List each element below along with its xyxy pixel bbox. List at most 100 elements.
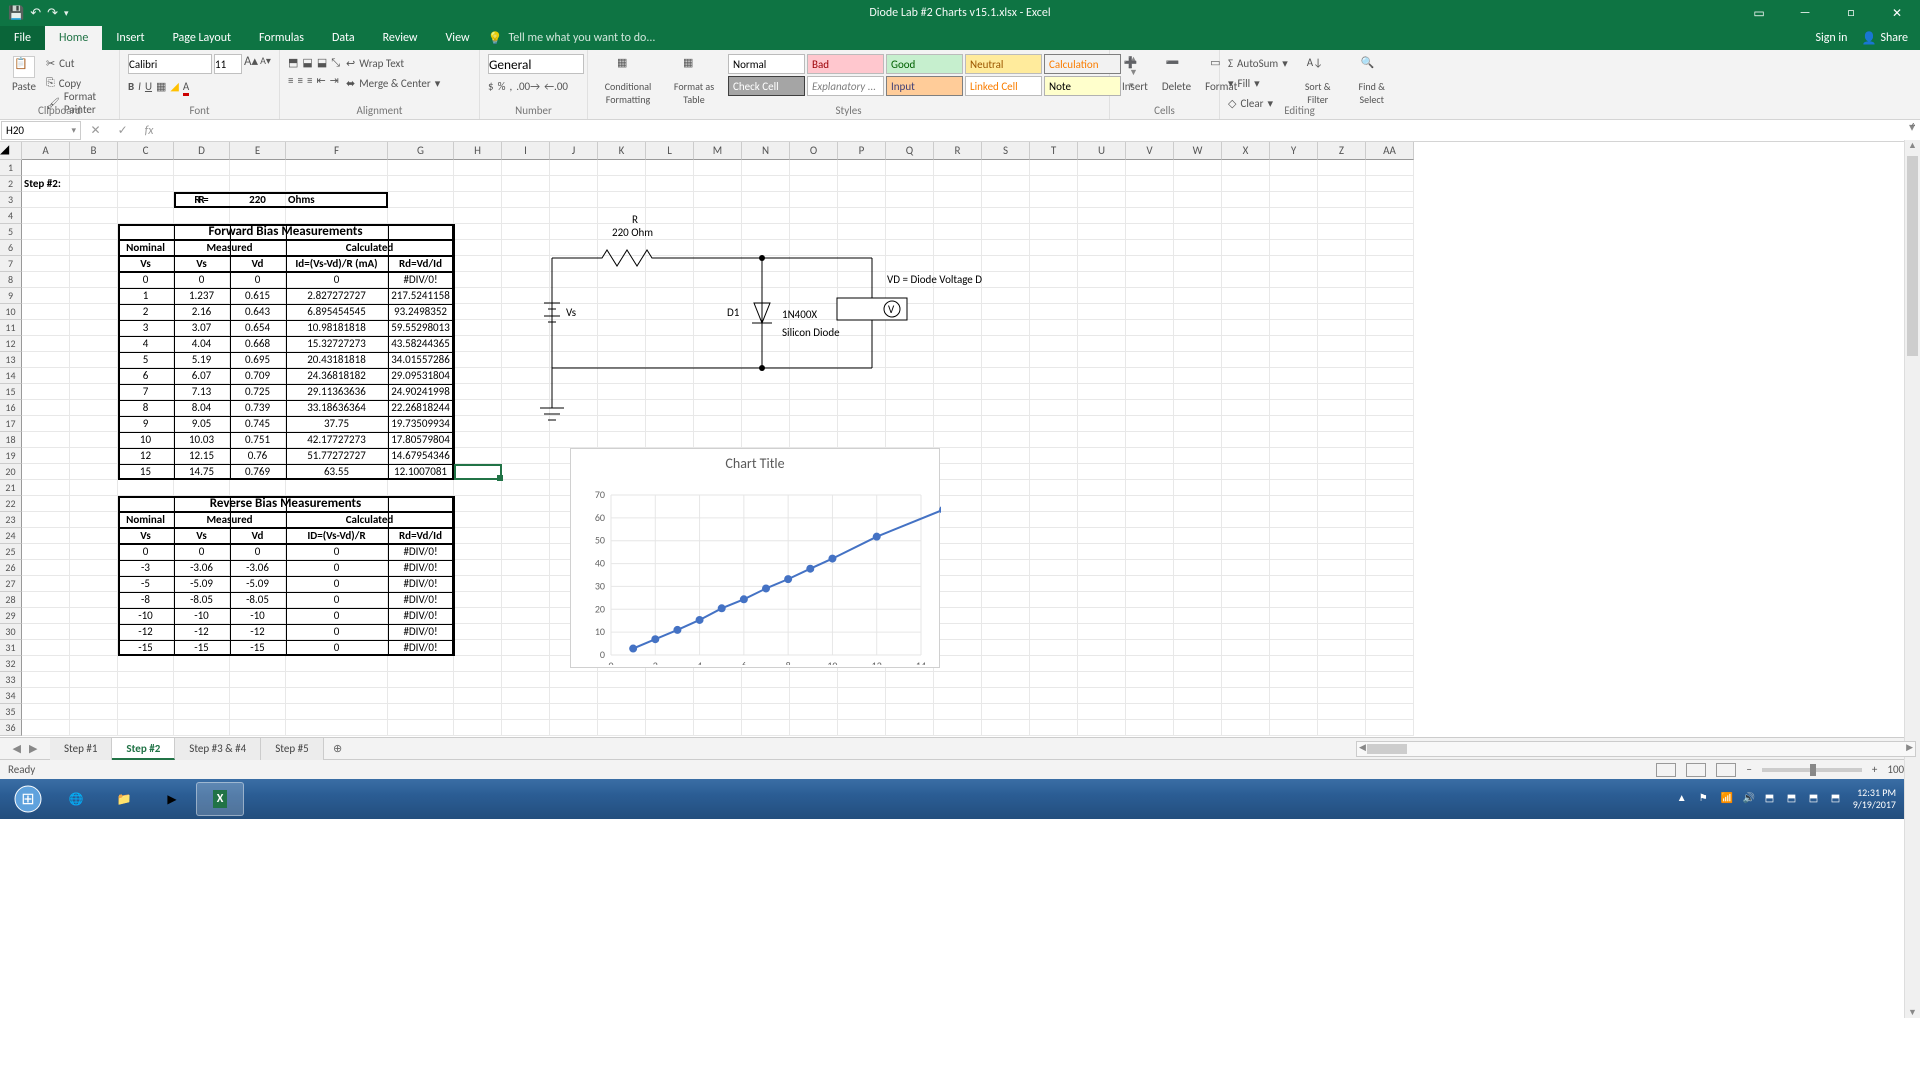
cell[interactable]: #DIV/0! [388,272,454,288]
cell[interactable]: -12 [174,624,230,640]
column-header[interactable]: W [1174,142,1222,160]
cell[interactable]: 14.75 [174,464,230,480]
cell[interactable]: 43.58244365 [388,336,454,352]
increase-decimal-icon[interactable]: .00→ [516,80,540,93]
cell[interactable]: 2 [118,304,174,320]
cell[interactable]: 0.751 [230,432,286,448]
row-header[interactable]: 16 [0,400,22,416]
autosum-button[interactable]: ΣAutoSum ▾ [1228,54,1288,72]
cell[interactable]: 0.615 [230,288,286,304]
cell[interactable]: 0 [286,592,388,608]
sheet-tab[interactable]: Step #5 [261,738,323,760]
cell[interactable]: 7 [118,384,174,400]
cell[interactable]: Id=(Vs-Vd)/R (mA) [286,256,388,272]
orientation-icon[interactable]: ⤡ [331,56,340,70]
row-header[interactable]: 28 [0,592,22,608]
cell[interactable]: Vd [230,256,286,272]
cell[interactable]: #DIV/0! [388,592,454,608]
tray-icon[interactable]: ▲ [1677,791,1693,807]
style-cell[interactable]: Normal [728,54,805,74]
zoom-slider[interactable] [1762,768,1862,772]
cell[interactable]: 2.16 [174,304,230,320]
delete-cells-button[interactable]: ➖Delete [1158,54,1195,95]
embedded-chart[interactable]: Chart Title01020304050607002468101214 [570,448,940,668]
collapse-ribbon-icon[interactable]: ˄ [1911,120,1916,133]
grow-font-icon[interactable]: A▴ [244,54,258,74]
column-header[interactable]: C [118,142,174,160]
cell[interactable]: -10 [118,608,174,624]
cell[interactable]: 0 [286,640,388,656]
cell[interactable]: -15 [174,640,230,656]
row-header[interactable]: 1 [0,160,22,176]
row-header[interactable]: 7 [0,256,22,272]
close-icon[interactable]: ✕ [1874,0,1920,26]
cell[interactable]: 42.17727273 [286,432,388,448]
cell[interactable]: 0 [286,608,388,624]
cell[interactable]: -12 [230,624,286,640]
cell[interactable]: 17.80579804 [388,432,454,448]
row-header[interactable]: 36 [0,720,22,736]
style-cell[interactable]: Neutral [965,54,1042,74]
align-left-icon[interactable]: ≡ [288,74,293,87]
column-header[interactable]: D [174,142,230,160]
undo-icon[interactable]: ↶ [30,6,41,21]
row-header[interactable]: 32 [0,656,22,672]
minimize-icon[interactable]: — [1782,0,1828,26]
column-header[interactable]: E [230,142,286,160]
cell[interactable]: Calculated [286,240,454,256]
sheet-tab[interactable]: Step #1 [50,738,112,760]
border-button[interactable]: ▦ [156,80,166,96]
cell[interactable]: 0 [230,272,286,288]
zoom-out-icon[interactable]: − [1746,763,1751,776]
scroll-thumb[interactable] [1907,156,1918,356]
underline-button[interactable]: U [145,80,152,96]
cell[interactable]: 5.19 [174,352,230,368]
cell[interactable]: 12 [118,448,174,464]
taskbar-explorer-icon[interactable]: 📁 [100,782,148,816]
row-header[interactable]: 14 [0,368,22,384]
cell[interactable]: 63.55 [286,464,388,480]
cell[interactable]: -12 [118,624,174,640]
cell[interactable]: Vs [118,256,174,272]
cell[interactable]: #DIV/0! [388,544,454,560]
add-sheet-button[interactable]: ⊕ [324,742,352,755]
row-header[interactable]: 9 [0,288,22,304]
column-header[interactable]: J [550,142,598,160]
cell[interactable]: 34.01557286 [388,352,454,368]
cell[interactable]: 9.05 [174,416,230,432]
cell[interactable]: Vd [230,528,286,544]
cell[interactable]: 0.745 [230,416,286,432]
cell[interactable]: -3.06 [174,560,230,576]
cell[interactable]: 59.55298013 [388,320,454,336]
cell[interactable]: -5 [118,576,174,592]
tab-insert[interactable]: Insert [102,26,158,50]
cell[interactable]: Nominal [118,240,174,256]
cell[interactable]: 0 [286,544,388,560]
accounting-icon[interactable]: $ [488,80,494,93]
column-header[interactable]: F [286,142,388,160]
cell[interactable]: -8.05 [174,592,230,608]
cell[interactable]: 12.1007081 [388,464,454,480]
row-header[interactable]: 34 [0,688,22,704]
cell[interactable]: 20.43181818 [286,352,388,368]
row-header[interactable]: 27 [0,576,22,592]
cell[interactable]: 0 [174,272,230,288]
align-top-icon[interactable]: ⬒ [288,56,298,70]
column-header[interactable]: R [934,142,982,160]
column-header[interactable]: G [388,142,454,160]
qat-customize-icon[interactable]: ▾ [64,8,69,19]
italic-button[interactable]: I [138,80,141,96]
cell[interactable]: 0.769 [230,464,286,480]
save-icon[interactable]: 💾 [8,6,24,21]
style-cell[interactable]: Explanatory ... [807,76,884,96]
cell[interactable]: 5 [118,352,174,368]
tray-flag-icon[interactable]: ⚑ [1699,791,1715,807]
font-color-button[interactable]: A [183,80,189,96]
cell[interactable]: 0 [286,624,388,640]
cell[interactable]: 15 [118,464,174,480]
cell[interactable]: 0 [174,544,230,560]
cell[interactable]: 9 [118,416,174,432]
row-header[interactable]: 8 [0,272,22,288]
decrease-decimal-icon[interactable]: ←.00 [544,80,568,93]
comma-icon[interactable]: , [509,80,512,93]
